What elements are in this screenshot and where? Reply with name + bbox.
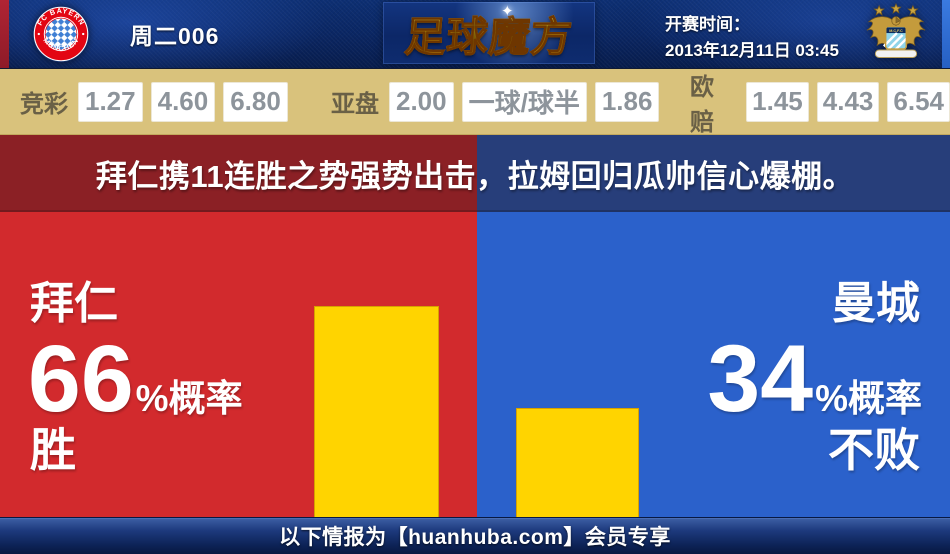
kickoff-info: 开赛时间： 2013年12月11日 03:45 xyxy=(665,12,839,65)
city-badge-band-text: M.C.F.C xyxy=(889,29,903,33)
home-probability-value: 66 xyxy=(28,326,134,432)
headline-text: 拜仁携11连胜之势强势出击，拉姆回归瓜帅信心爆棚。 xyxy=(95,159,855,194)
odds-label-oupei: 欧赔 xyxy=(690,73,714,136)
match-number: 周二006 xyxy=(130,23,220,49)
odds-value-box[interactable]: 2.00 xyxy=(389,81,454,122)
odds-value-box[interactable]: 1.27 xyxy=(78,81,143,122)
odds-group-oupei: 欧赔 1.45 4.43 6.54 xyxy=(690,69,950,136)
away-probability: 34 %概率 xyxy=(707,332,922,427)
manchester-city-badge-icon: M.C.F.C xyxy=(858,3,934,65)
sparkle-icon: ✦ xyxy=(501,3,514,20)
bayern-crest-icon: FC BAYERN MÜNCHEN xyxy=(32,5,90,63)
home-team-name: 拜仁 xyxy=(30,279,118,328)
home-edge-stripe xyxy=(0,0,9,68)
away-probability-bar xyxy=(516,408,639,517)
footer-notice-bar: 以下情报为【huanhuba.com】会员专享 xyxy=(0,517,950,554)
away-probability-suffix: %概率 xyxy=(815,378,922,419)
home-outcome-label: 胜 xyxy=(30,424,76,476)
headline-band: 拜仁携11连胜之势强势出击，拉姆回归瓜帅信心爆棚。 xyxy=(0,135,950,212)
away-probability-value: 34 xyxy=(707,326,814,432)
bayern-munich-badge-icon: FC BAYERN MÜNCHEN xyxy=(32,5,90,63)
home-probability-suffix: %概率 xyxy=(135,378,243,419)
odds-value-box[interactable]: 6.80 xyxy=(223,81,288,122)
site-logo-panel: ✦ 足球魔方 xyxy=(383,2,595,64)
odds-value-box[interactable]: 1.45 xyxy=(746,81,809,122)
prediction-area: 拜仁 66 %概率 胜 曼城 34 %概率 不败 xyxy=(0,212,950,517)
kickoff-time: 2013年12月11日 03:45 xyxy=(665,41,839,61)
home-probability-bar xyxy=(314,306,439,517)
member-notice: 以下情报为【huanhuba.com】会员专享 xyxy=(279,526,671,549)
odds-group-yapan: 亚盘 2.00 一球/球半 1.86 xyxy=(331,69,660,134)
odds-group-jingcai: 竞彩 1.27 4.60 6.80 xyxy=(20,69,288,134)
odds-value-box[interactable]: 6.54 xyxy=(887,81,950,122)
home-probability: 66 %概率 xyxy=(28,332,243,427)
kickoff-label: 开赛时间： xyxy=(665,15,750,34)
match-header: FC BAYERN MÜNCHEN 周二006 ✦ 足球魔方 开赛时间： 201… xyxy=(0,0,950,68)
odds-value-box[interactable]: 1.86 xyxy=(594,81,660,122)
away-edge-stripe xyxy=(942,0,950,68)
odds-label-jingcai: 竞彩 xyxy=(20,91,68,118)
site-logo: 足球魔方 xyxy=(403,3,575,63)
odds-bar: 竞彩 1.27 4.60 6.80 亚盘 2.00 一球/球半 1.86 欧赔 … xyxy=(0,68,950,136)
odds-label-yapan: 亚盘 xyxy=(331,91,379,118)
away-team-name: 曼城 xyxy=(832,279,920,328)
odds-value-box[interactable]: 4.60 xyxy=(150,81,216,122)
city-crest-icon: M.C.F.C xyxy=(866,3,926,59)
away-outcome-label: 不败 xyxy=(828,424,920,476)
odds-handicap-box[interactable]: 一球/球半 xyxy=(461,81,587,122)
odds-value-box[interactable]: 4.43 xyxy=(816,81,880,122)
